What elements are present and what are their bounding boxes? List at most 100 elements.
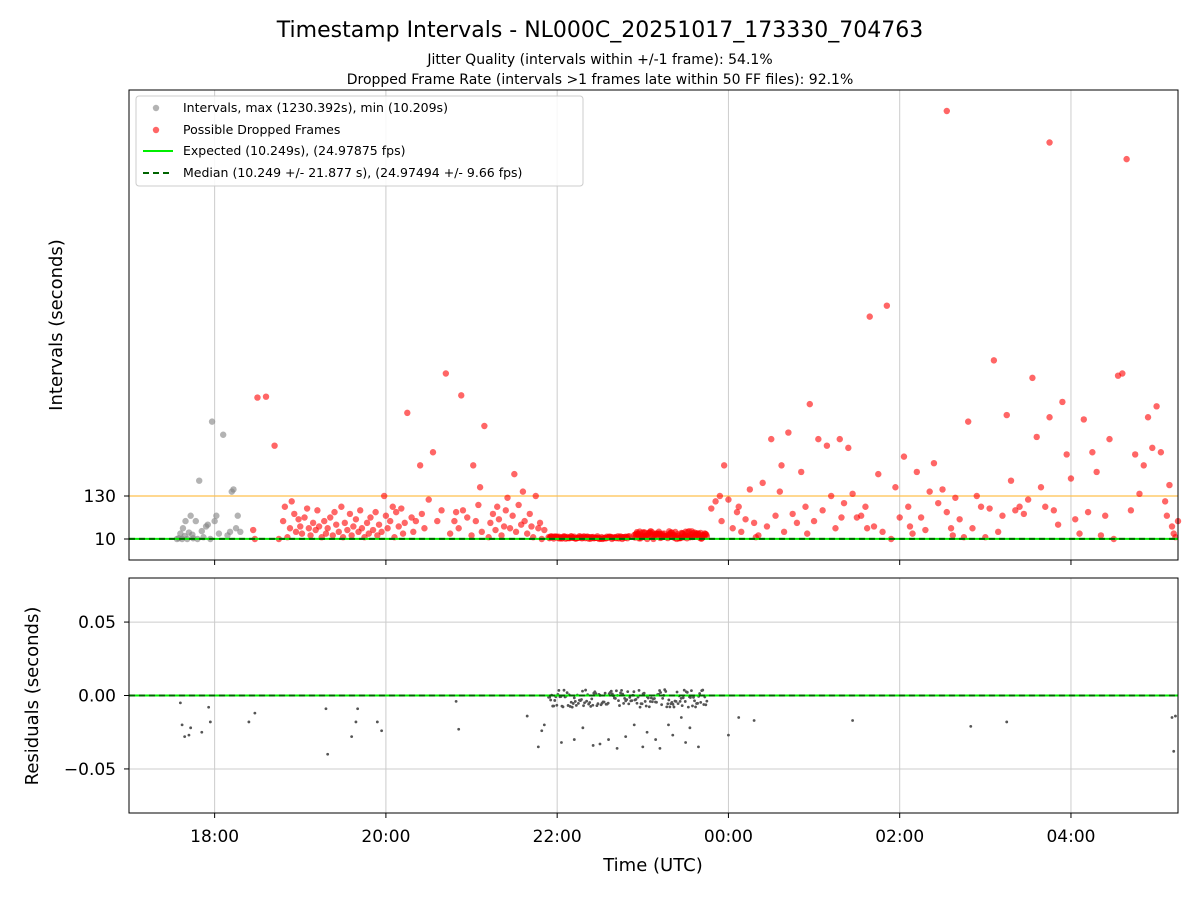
residual-point bbox=[642, 691, 646, 695]
residual-point bbox=[626, 690, 630, 694]
dropped-frame-point bbox=[900, 453, 908, 460]
dropped-frame-point bbox=[759, 479, 766, 487]
dropped-frame-point bbox=[521, 517, 528, 525]
subtitle-jitter: Jitter Quality (intervals within +/-1 fr… bbox=[426, 52, 772, 68]
dropped-frame-point bbox=[746, 486, 754, 493]
residual-point bbox=[620, 688, 623, 692]
residual-point bbox=[685, 690, 689, 694]
dropped-frame-point bbox=[511, 470, 518, 478]
residual-point bbox=[680, 704, 684, 707]
dropped-frame-point bbox=[892, 484, 899, 491]
dropped-frame-point bbox=[776, 488, 784, 495]
residual-point bbox=[525, 714, 529, 718]
dropped-frame-point bbox=[863, 525, 871, 532]
residuals-ytick-label: 0.00 bbox=[78, 687, 116, 707]
dropped-frame-point bbox=[725, 496, 732, 503]
residual-point bbox=[574, 704, 578, 707]
dropped-frame-point bbox=[392, 508, 400, 516]
residual-point bbox=[540, 729, 544, 733]
dropped-frame-point bbox=[1102, 512, 1109, 519]
residuals-xtick-label: 04:00 bbox=[1046, 827, 1095, 847]
interval-point bbox=[211, 517, 218, 525]
residual-point bbox=[189, 726, 193, 730]
dropped-frame-point bbox=[438, 507, 445, 514]
dropped-frame-point bbox=[297, 523, 304, 530]
dropped-frame-point bbox=[335, 528, 342, 536]
dropped-frame-point bbox=[374, 532, 381, 539]
residual-point bbox=[573, 700, 577, 703]
subtitle-dropped: Dropped Frame Rate (intervals >1 frames … bbox=[347, 72, 854, 88]
dropped-frame-point bbox=[398, 505, 405, 512]
dropped-frame-point bbox=[322, 530, 330, 537]
residual-point bbox=[632, 723, 636, 727]
residual-point bbox=[704, 703, 708, 707]
dropped-frame-point bbox=[418, 510, 426, 518]
dropped-frame-point bbox=[1140, 462, 1147, 469]
dropped-frame-point bbox=[305, 525, 313, 532]
dropped-frame-point bbox=[500, 523, 508, 530]
dropped-frame-point bbox=[535, 525, 542, 532]
residual-point bbox=[675, 690, 679, 694]
dropped-frame-point bbox=[404, 409, 411, 417]
dropped-frame-point bbox=[810, 517, 818, 525]
residual-point bbox=[694, 705, 697, 709]
dropped-frame-point bbox=[487, 519, 494, 527]
dropped-frame-point bbox=[459, 507, 467, 514]
dropped-frame-point bbox=[458, 392, 465, 399]
residual-point bbox=[375, 720, 379, 724]
residual-point bbox=[200, 730, 204, 734]
residual-point bbox=[552, 704, 556, 708]
dropped-frame-point bbox=[358, 525, 366, 532]
interval-point bbox=[198, 527, 205, 535]
dropped-frame-point bbox=[375, 521, 383, 528]
residual-point bbox=[602, 700, 606, 704]
residual-point bbox=[585, 699, 589, 703]
dropped-frame-point bbox=[476, 484, 484, 491]
dropped-frame-point bbox=[1166, 481, 1173, 489]
residuals-xtick-label: 18:00 bbox=[190, 827, 239, 847]
dropped-frame-point bbox=[949, 532, 956, 539]
residual-point bbox=[644, 704, 648, 708]
residual-point bbox=[653, 697, 656, 700]
residual-point bbox=[628, 695, 632, 699]
residuals-xtick-label: 00:00 bbox=[704, 827, 753, 847]
residual-point bbox=[689, 696, 692, 699]
dropped-frame-point bbox=[295, 516, 302, 523]
residual-point bbox=[671, 702, 675, 706]
dropped-frame-point bbox=[742, 516, 749, 523]
residual-point bbox=[553, 699, 557, 702]
residuals-ylabel: Residuals (seconds) bbox=[22, 607, 43, 786]
dropped-frame-point bbox=[384, 525, 391, 532]
dropped-frame-point bbox=[344, 526, 351, 534]
residual-point bbox=[570, 705, 574, 709]
residual-point bbox=[208, 720, 212, 724]
dropped-frame-point bbox=[401, 519, 408, 527]
residual-point bbox=[969, 724, 973, 728]
dropped-frame-point bbox=[973, 492, 980, 500]
dropped-frame-point bbox=[429, 449, 437, 456]
residual-point bbox=[356, 707, 360, 711]
residual-point bbox=[660, 703, 664, 707]
residual-point bbox=[648, 700, 652, 703]
dropped-frame-point bbox=[1046, 139, 1053, 146]
dropped-frame-point bbox=[314, 507, 321, 514]
dropped-frame-point bbox=[935, 499, 942, 507]
dropped-frame-point bbox=[341, 519, 348, 527]
interval-point bbox=[192, 517, 199, 525]
dropped-frame-point bbox=[625, 532, 633, 540]
interval-point bbox=[230, 486, 237, 493]
residual-point bbox=[678, 699, 682, 703]
chart-title: Timestamp Intervals - NL000C_20251017_17… bbox=[276, 18, 923, 43]
residual-point bbox=[655, 700, 658, 704]
residuals-panel: 0.05 0.00 −0.05 18:00 20:00 22:00 00:00 02:00 04… bbox=[64, 577, 1179, 847]
interval-point bbox=[215, 530, 223, 537]
residual-point bbox=[618, 704, 621, 707]
residual-point bbox=[637, 688, 641, 692]
dropped-frame-point bbox=[346, 510, 354, 518]
dropped-frame-point bbox=[515, 501, 522, 509]
dropped-frame-point bbox=[464, 514, 471, 521]
dropped-frame-point bbox=[526, 510, 533, 518]
dropped-frame-point bbox=[532, 492, 539, 500]
dropped-frame-point bbox=[738, 528, 745, 536]
dropped-frame-point bbox=[922, 526, 929, 534]
